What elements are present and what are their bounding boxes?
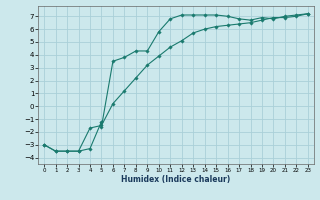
X-axis label: Humidex (Indice chaleur): Humidex (Indice chaleur) <box>121 175 231 184</box>
